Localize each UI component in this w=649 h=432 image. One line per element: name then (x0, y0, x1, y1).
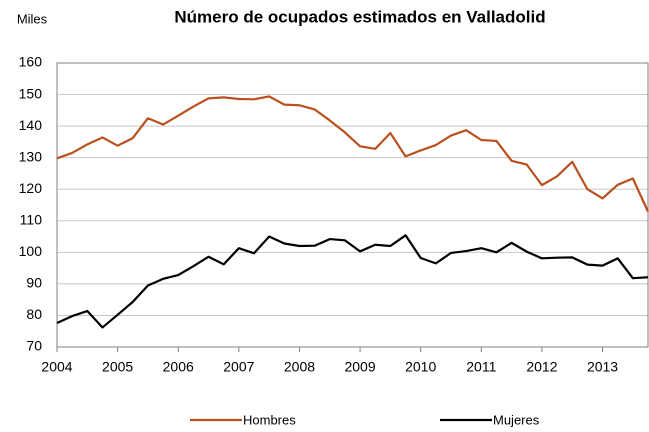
chart-title: Número de ocupados estimados en Valladol… (174, 7, 545, 26)
y-tick-label: 100 (19, 243, 43, 259)
y-tick-label: 80 (26, 306, 42, 322)
y-tick-label: 90 (26, 275, 42, 291)
x-tick-label: 2009 (344, 359, 375, 375)
data-line (56, 234, 649, 329)
x-tick-label: 2004 (41, 359, 72, 375)
x-tick-label: 2011 (466, 359, 496, 375)
x-tick-label: 2008 (284, 359, 315, 375)
y-axis-label: Miles (17, 11, 48, 26)
y-tick-label: 150 (19, 85, 43, 101)
y-tick-label: 70 (26, 338, 42, 354)
x-tick-label: 2005 (102, 359, 133, 375)
plot-border (56, 62, 649, 348)
x-tick-label: 2013 (587, 359, 618, 375)
y-tick-label: 110 (20, 211, 43, 227)
y-tick-label: 120 (19, 180, 43, 196)
x-tick-label: 2007 (223, 359, 254, 375)
y-tick-label: 130 (19, 148, 43, 164)
x-tick-label: 2006 (163, 359, 194, 375)
y-tick-label: 160 (19, 54, 43, 70)
legend-label: Hombres (243, 412, 296, 427)
y-tick-label: 140 (19, 117, 43, 133)
legend-label: Mujeres (493, 412, 540, 427)
x-tick-label: 2010 (405, 359, 436, 375)
data-line (56, 95, 649, 213)
x-tick-label: 2012 (526, 359, 557, 375)
